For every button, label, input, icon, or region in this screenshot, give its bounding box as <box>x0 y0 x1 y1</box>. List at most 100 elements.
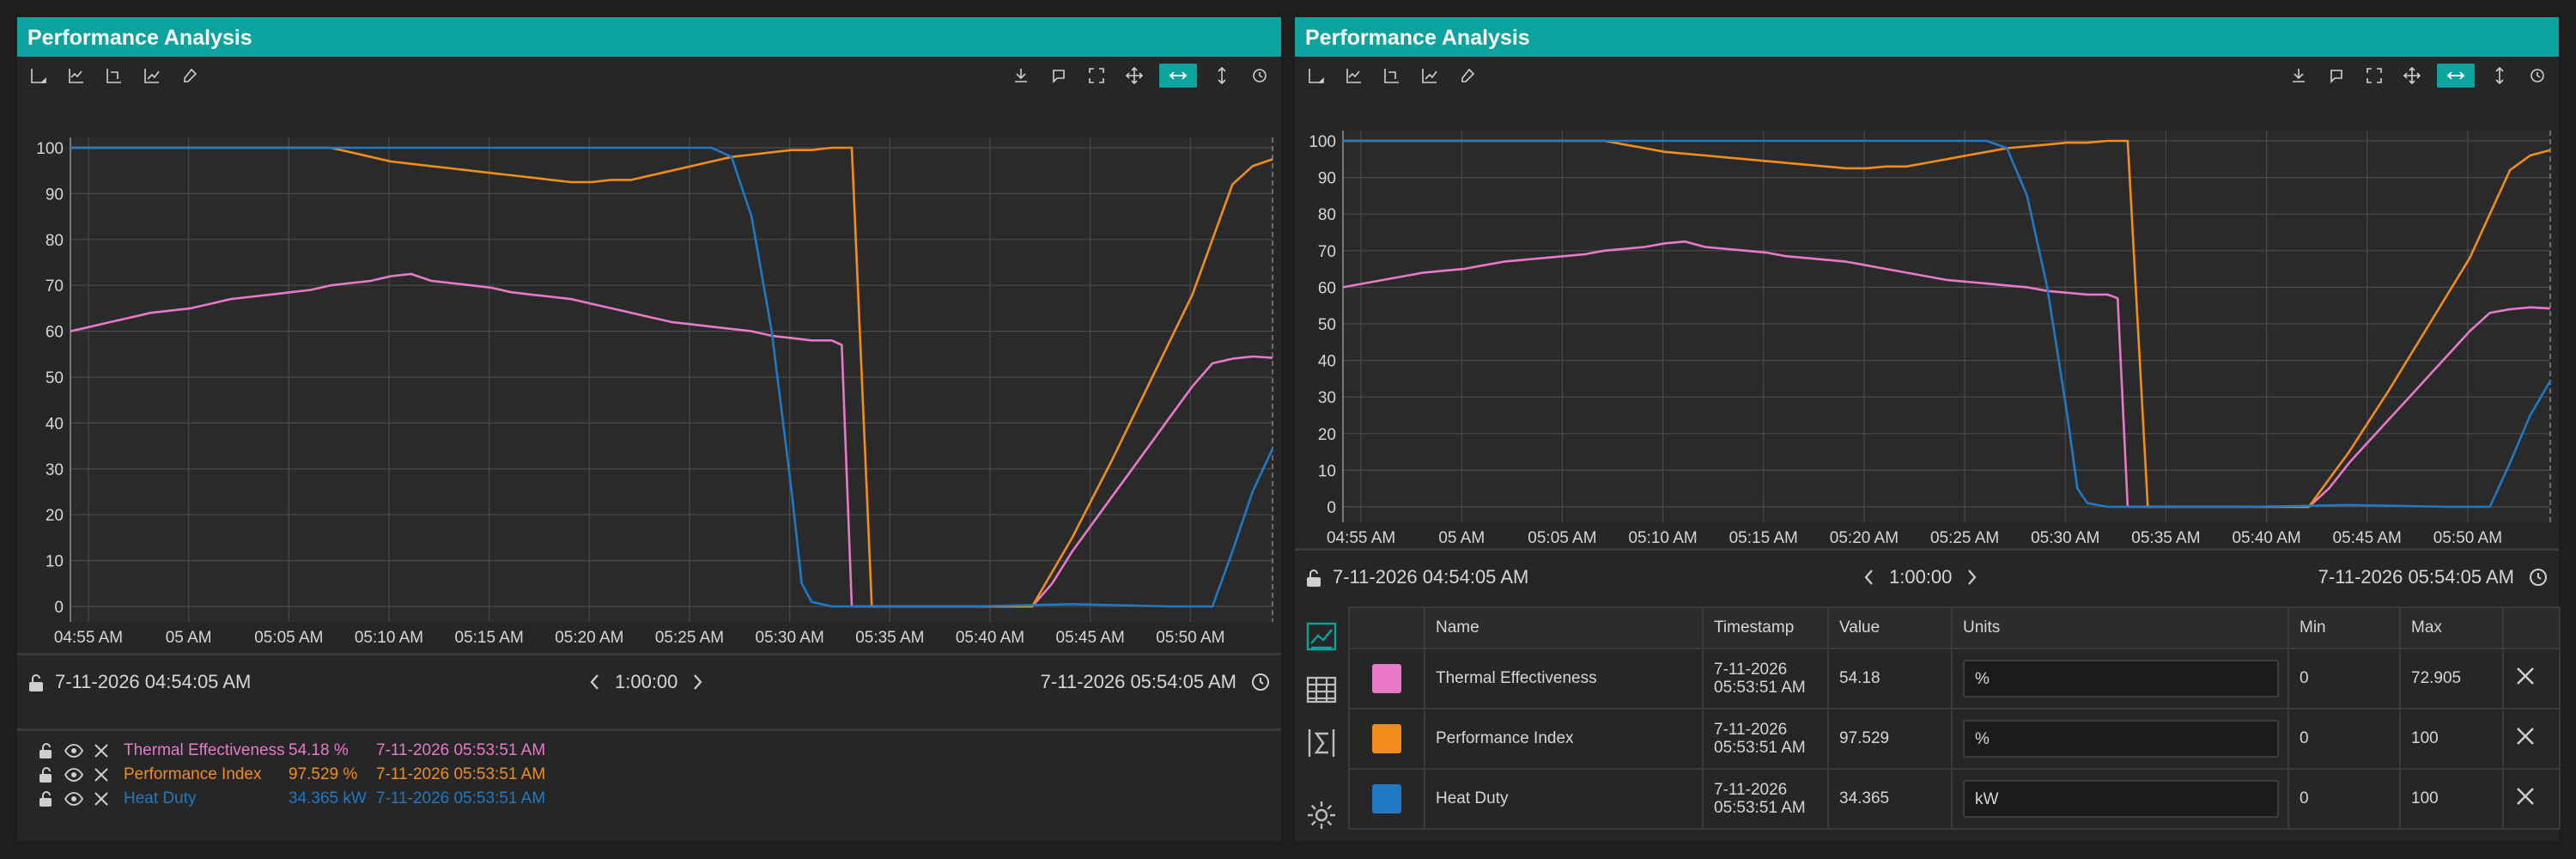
units-field[interactable]: kW <box>1963 780 2279 818</box>
legend-row-performance[interactable]: Performance Index 97.529 % 7-11-2026 05:… <box>38 763 545 787</box>
color-swatch[interactable] <box>1372 664 1401 693</box>
color-column-header <box>1348 606 1425 649</box>
column-header-timestamp[interactable]: Timestamp <box>1702 606 1829 649</box>
column-header-min[interactable]: Min <box>2287 606 2401 649</box>
legend-row-thermal[interactable]: Thermal Effectiveness 54.18 % 7-11-2026 … <box>38 739 545 763</box>
refresh-icon[interactable] <box>2524 64 2550 88</box>
color-cell[interactable] <box>1348 708 1425 770</box>
gear-icon[interactable] <box>1303 797 1340 833</box>
divider <box>17 728 1281 731</box>
close-icon[interactable] <box>2514 785 2537 807</box>
chart-line-icon[interactable] <box>139 64 165 88</box>
column-header-units[interactable]: Units <box>1951 606 2289 649</box>
color-swatch[interactable] <box>1372 724 1401 753</box>
reset-axis-icon[interactable] <box>101 64 127 88</box>
chevron-right-icon[interactable] <box>690 673 705 691</box>
snapshot-icon[interactable] <box>2324 64 2349 88</box>
table-row[interactable]: Performance Index 7-11-2026 05:53:51 AM … <box>1348 708 2561 770</box>
panel-title: Performance Analysis <box>1305 26 1530 50</box>
trend-plot[interactable]: 0 10 20 30 40 50 60 70 80 90 100 04:55 AM 05 AM 05:05… <box>1295 100 2559 564</box>
legend-row-heat-duty[interactable]: Heat Duty 34.365 kW 7-11-2026 05:53:51 A… <box>38 787 545 811</box>
trend-axis-icon[interactable] <box>1341 64 1367 88</box>
range-duration-group: 1:00:00 <box>1862 566 1979 588</box>
y-tick-label: 40 <box>46 415 64 433</box>
color-cell[interactable] <box>1348 768 1425 830</box>
chevron-left-icon[interactable] <box>587 673 603 691</box>
x-tick-label: 05:40 AM <box>2232 529 2300 547</box>
history-icon[interactable] <box>2528 567 2549 588</box>
table-row[interactable]: Thermal Effectiveness 7-11-2026 05:53:51… <box>1348 648 2561 710</box>
eraser-icon[interactable] <box>177 64 203 88</box>
legend-timestamp: 7-11-2026 05:53:51 AM <box>376 789 546 807</box>
eye-icon[interactable] <box>64 742 84 759</box>
refresh-icon[interactable] <box>1247 64 1273 88</box>
trend-chart-icon[interactable] <box>1303 618 1340 655</box>
plot-area <box>70 137 1273 622</box>
close-icon[interactable] <box>2514 725 2537 747</box>
x-tick-label: 05:50 AM <box>2433 529 2502 547</box>
trend-axis-icon[interactable] <box>64 64 89 88</box>
calendar-icon[interactable] <box>1303 672 1340 708</box>
close-icon[interactable] <box>2514 665 2537 687</box>
panel-title-bar: Performance Analysis <box>17 17 1281 57</box>
range-duration[interactable]: 1:00:00 <box>615 671 678 692</box>
y-tick-label: 80 <box>46 232 64 250</box>
close-icon[interactable] <box>93 790 110 807</box>
snapshot-icon[interactable] <box>1046 64 1072 88</box>
value-cell: 97.529 <box>1827 708 1953 770</box>
performance-analysis-panel-left: Performance Analysis 0 10 20 30 40 50 60 70 80 90… <box>17 17 1281 841</box>
max-cell: 72.905 <box>2399 648 2504 710</box>
zoom-horizontal-icon[interactable] <box>1159 64 1197 88</box>
unlock-icon[interactable] <box>38 766 55 783</box>
close-icon[interactable] <box>93 766 110 783</box>
divider <box>1295 548 2559 551</box>
pan-icon[interactable] <box>1121 64 1147 88</box>
chevron-right-icon[interactable] <box>1964 568 1979 587</box>
trend-plot[interactable]: 0 10 20 30 40 50 60 70 80 90 100 04:55 AM 05 AM 05:05… <box>17 100 1281 649</box>
y-tick-label: 60 <box>46 324 64 342</box>
color-swatch[interactable] <box>1372 784 1401 813</box>
trend-chart-svg[interactable]: 0 10 20 30 40 50 60 70 80 90 100 04:55 AM 05 AM 05:05… <box>1295 100 2559 564</box>
eraser-icon[interactable] <box>1455 64 1480 88</box>
close-icon[interactable] <box>93 742 110 759</box>
plot-area <box>1343 131 2550 522</box>
color-cell[interactable] <box>1348 648 1425 710</box>
download-icon[interactable] <box>2286 64 2312 88</box>
column-header-value[interactable]: Value <box>1827 606 1953 649</box>
fullscreen-icon[interactable] <box>2361 64 2387 88</box>
axis-icon[interactable] <box>26 64 52 88</box>
lock-icon[interactable] <box>1305 569 1322 588</box>
units-field[interactable]: % <box>1963 720 2279 758</box>
lock-icon[interactable] <box>27 673 45 692</box>
chevron-left-icon[interactable] <box>1862 568 1877 587</box>
x-tick-label: 04:55 AM <box>54 629 123 647</box>
range-duration[interactable]: 1:00:00 <box>1889 566 1953 588</box>
trend-chart-svg[interactable]: 0 10 20 30 40 50 60 70 80 90 100 04:55 AM 05 AM 05:05… <box>17 100 1281 649</box>
fullscreen-icon[interactable] <box>1084 64 1109 88</box>
history-icon[interactable] <box>1250 672 1271 692</box>
zoom-horizontal-icon[interactable] <box>2437 64 2475 88</box>
units-cell: % <box>1951 648 2289 710</box>
chart-line-icon[interactable] <box>1417 64 1443 88</box>
x-tick-label: 05:30 AM <box>2031 529 2099 547</box>
chart-toolbar <box>17 57 1281 94</box>
download-icon[interactable] <box>1008 64 1034 88</box>
eye-icon[interactable] <box>64 766 84 783</box>
eye-icon[interactable] <box>64 790 84 807</box>
time-range-bar: 7-11-2026 04:54:05 AM 1:00:00 7-11-2026 … <box>1295 551 2559 603</box>
time-range-bar: 7-11-2026 04:54:05 AM 1:00:00 7-11-2026 … <box>17 656 1281 708</box>
units-field[interactable]: % <box>1963 660 2279 698</box>
x-tick-label: 05:05 AM <box>254 629 323 647</box>
zoom-vertical-icon[interactable] <box>2487 64 2512 88</box>
unlock-icon[interactable] <box>38 742 55 759</box>
table-row[interactable]: Heat Duty 7-11-2026 05:53:51 AM 34.365 k… <box>1348 768 2561 830</box>
reset-axis-icon[interactable] <box>1379 64 1405 88</box>
sigma-icon[interactable] <box>1303 725 1340 761</box>
zoom-vertical-icon[interactable] <box>1209 64 1235 88</box>
column-header-max[interactable]: Max <box>2399 606 2504 649</box>
legend-value: 54.18 % <box>289 741 349 759</box>
axis-icon[interactable] <box>1303 64 1329 88</box>
unlock-icon[interactable] <box>38 790 55 807</box>
column-header-name[interactable]: Name <box>1424 606 1704 649</box>
pan-icon[interactable] <box>2399 64 2425 88</box>
